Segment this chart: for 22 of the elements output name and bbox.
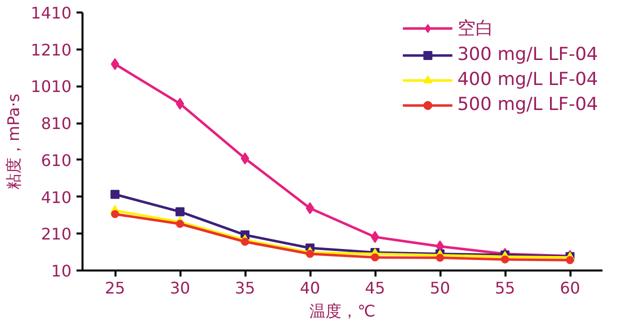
x-tick-label: 35 <box>234 278 256 298</box>
x-tick-label: 40 <box>300 278 320 298</box>
y-tick-label: 810 <box>40 114 72 134</box>
x-tick-label: 50 <box>430 278 450 298</box>
x-tick-label: 45 <box>364 278 386 298</box>
y-tick-label: 1410 <box>30 4 72 22</box>
y-axis-title: 粘度，mPa·s <box>4 94 23 190</box>
y-tick-label: 610 <box>40 150 72 170</box>
y-tick-label: 210 <box>40 224 72 244</box>
legend-label: 500 mg/L LF-04 <box>457 94 598 115</box>
x-tick-label: 60 <box>560 278 580 298</box>
legend-label: 300 mg/L LF-04 <box>457 44 598 65</box>
x-tick-label: 25 <box>104 278 126 298</box>
legend-label: 400 mg/L LF-04 <box>457 69 598 90</box>
x-tick-label: 55 <box>494 278 516 298</box>
y-tick-label: 10 <box>51 262 72 280</box>
x-tick-label: 30 <box>170 278 190 298</box>
y-tick-label: 410 <box>40 188 72 207</box>
x-axis-title: 温度，℃ <box>310 302 376 320</box>
y-tick-label: 1010 <box>30 77 72 96</box>
y-tick-label: 1210 <box>30 40 72 60</box>
legend-label: 空白 <box>457 17 494 40</box>
